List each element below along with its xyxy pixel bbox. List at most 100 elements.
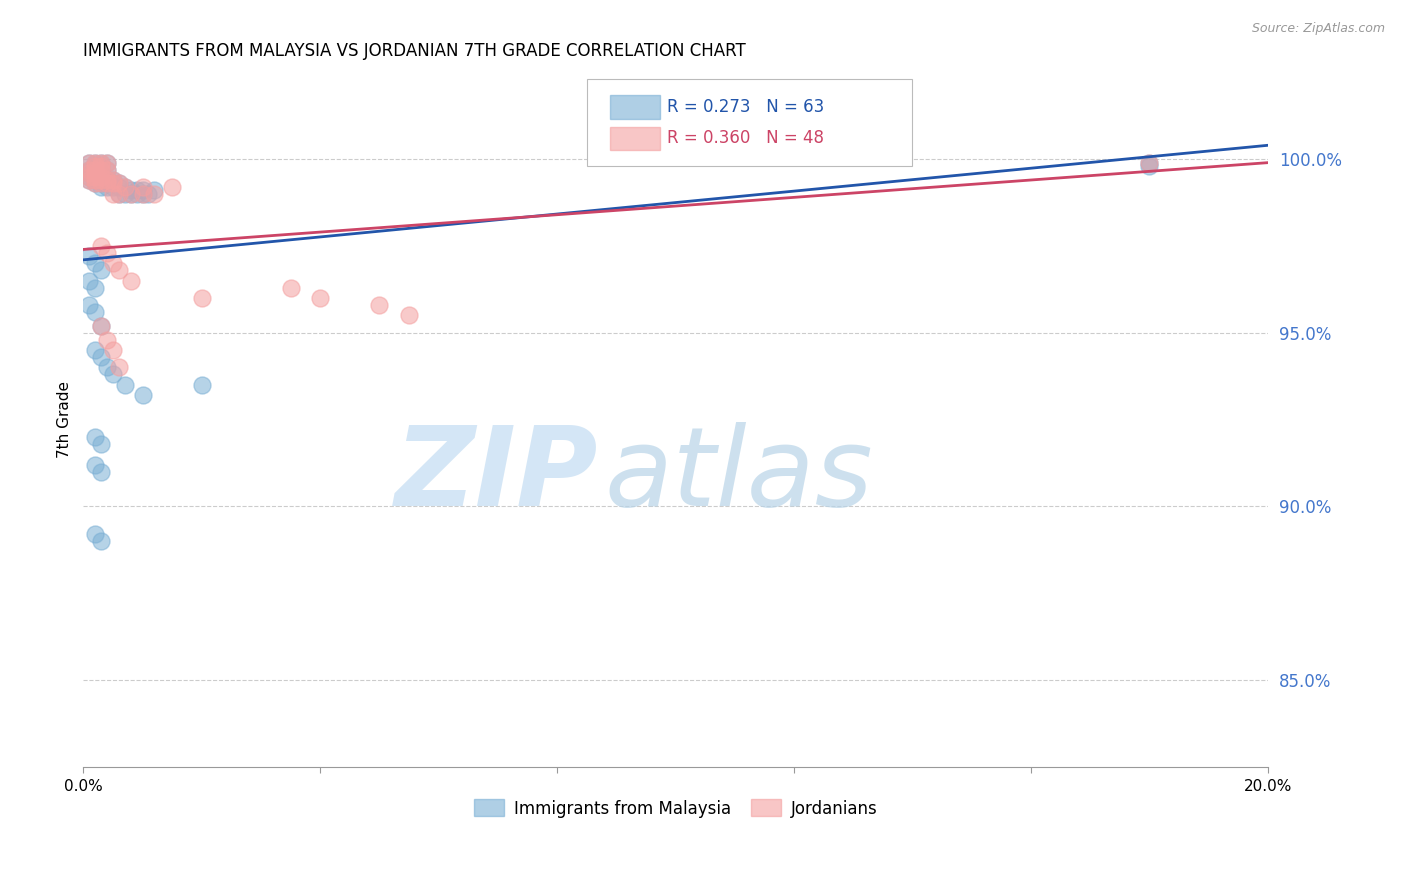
Point [280, 280, 302, 294]
Point [143, 183, 166, 197]
Point [90, 437, 112, 451]
Text: ZIP: ZIP [395, 422, 599, 529]
Point [108, 177, 131, 191]
Point [114, 377, 136, 392]
Point [120, 186, 142, 201]
Point [90, 465, 112, 479]
Point [84, 155, 107, 169]
Point [1137, 155, 1160, 169]
Point [108, 177, 131, 191]
Point [84, 458, 107, 472]
Point [120, 183, 142, 197]
Point [77, 169, 100, 184]
Point [84, 162, 107, 177]
Point [1137, 159, 1160, 173]
Point [90, 162, 112, 177]
Point [108, 186, 131, 201]
Point [84, 169, 107, 184]
Point [90, 155, 112, 169]
Point [108, 180, 131, 194]
Point [131, 388, 153, 402]
Point [77, 169, 100, 184]
Point [90, 239, 112, 253]
Point [84, 173, 107, 187]
Point [77, 298, 100, 312]
Point [138, 186, 160, 201]
Point [84, 343, 107, 357]
Point [77, 166, 100, 180]
Point [90, 177, 112, 191]
FancyBboxPatch shape [610, 95, 659, 119]
Point [77, 162, 100, 177]
Point [160, 180, 183, 194]
Point [90, 533, 112, 548]
Point [90, 159, 112, 173]
Point [101, 186, 124, 201]
FancyBboxPatch shape [586, 79, 912, 166]
Point [90, 159, 112, 173]
Point [131, 186, 153, 201]
Point [84, 166, 107, 180]
Point [77, 162, 100, 177]
Point [96, 333, 118, 347]
Point [120, 274, 142, 288]
Point [84, 430, 107, 444]
Point [101, 343, 124, 357]
Point [101, 173, 124, 187]
Point [96, 360, 118, 375]
FancyBboxPatch shape [610, 127, 659, 150]
Point [84, 159, 107, 173]
Point [90, 263, 112, 277]
Point [84, 159, 107, 173]
Point [96, 155, 118, 169]
Point [77, 173, 100, 187]
Point [125, 183, 148, 197]
Point [120, 186, 142, 201]
Point [90, 169, 112, 184]
Point [90, 350, 112, 364]
Point [84, 527, 107, 541]
Point [77, 155, 100, 169]
Point [90, 155, 112, 169]
Point [143, 186, 166, 201]
Point [77, 249, 100, 263]
Point [101, 368, 124, 382]
Text: IMMIGRANTS FROM MALAYSIA VS JORDANIAN 7TH GRADE CORRELATION CHART: IMMIGRANTS FROM MALAYSIA VS JORDANIAN 7T… [83, 42, 747, 60]
Point [96, 162, 118, 177]
Point [114, 180, 136, 194]
Point [190, 377, 212, 392]
Point [96, 173, 118, 187]
Point [114, 180, 136, 194]
Point [131, 180, 153, 194]
Legend: Immigrants from Malaysia, Jordanians: Immigrants from Malaysia, Jordanians [467, 793, 884, 824]
Point [96, 173, 118, 187]
Point [84, 166, 107, 180]
Point [77, 274, 100, 288]
Point [90, 173, 112, 187]
Point [84, 256, 107, 270]
Point [90, 318, 112, 333]
Point [108, 360, 131, 375]
Point [125, 186, 148, 201]
Text: Source: ZipAtlas.com: Source: ZipAtlas.com [1251, 22, 1385, 36]
Point [84, 162, 107, 177]
Point [77, 166, 100, 180]
Point [84, 305, 107, 319]
Point [90, 318, 112, 333]
Point [96, 162, 118, 177]
Text: R = 0.273   N = 63: R = 0.273 N = 63 [668, 98, 824, 116]
Point [84, 177, 107, 191]
Point [101, 177, 124, 191]
Point [101, 177, 124, 191]
Point [398, 309, 420, 323]
Text: R = 0.360   N = 48: R = 0.360 N = 48 [668, 129, 824, 147]
Point [190, 291, 212, 305]
Point [77, 155, 100, 169]
Point [77, 173, 100, 187]
Point [84, 280, 107, 294]
Point [1137, 155, 1160, 169]
Y-axis label: 7th Grade: 7th Grade [58, 381, 72, 458]
Point [84, 173, 107, 187]
Point [101, 173, 124, 187]
Point [96, 177, 118, 191]
